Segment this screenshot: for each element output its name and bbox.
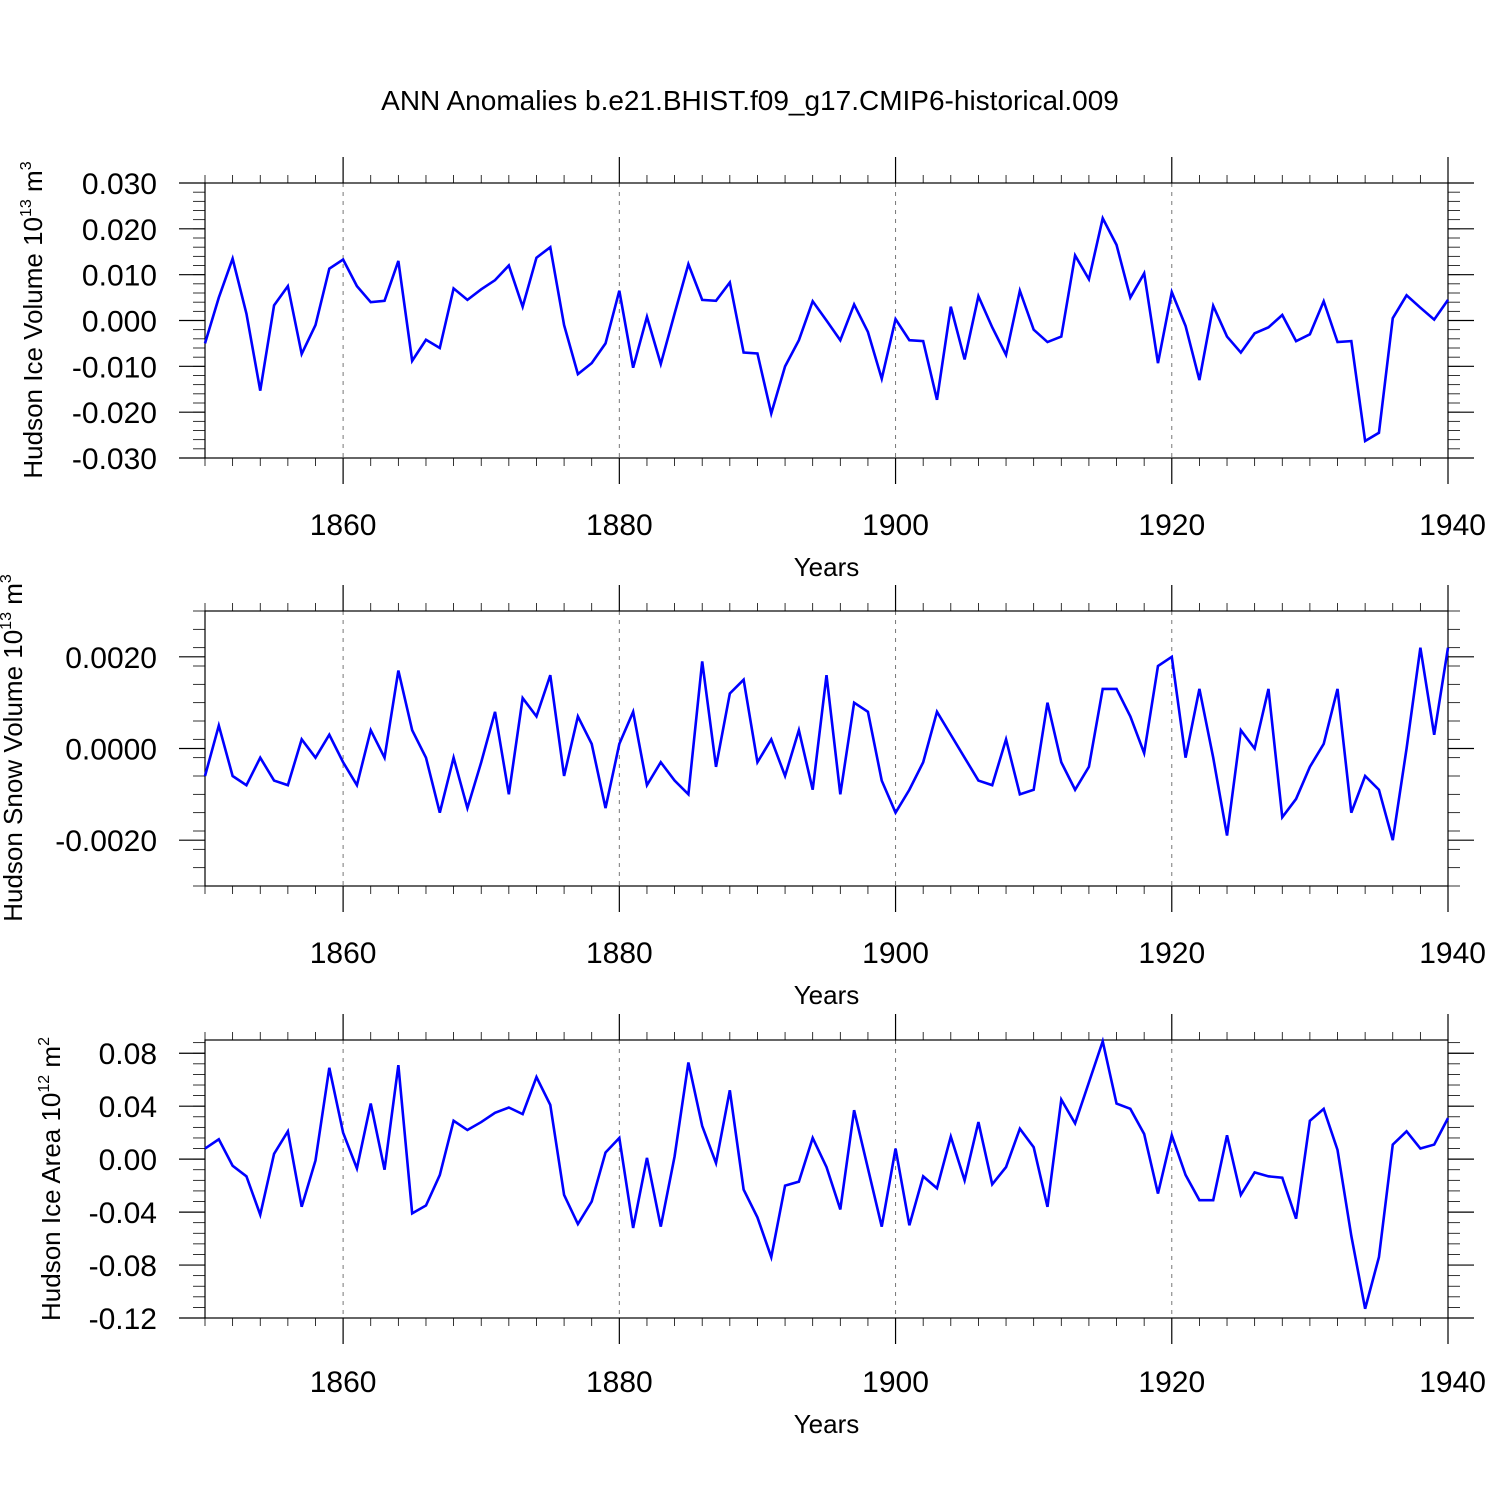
y-tick-label: 0.020 <box>82 214 157 247</box>
y-axis-title: Hudson Snow Volume 1013 m3 <box>0 574 28 922</box>
panel-ice-area: 1860 1880 1900 1920 1940 Years 0.08 0.04 0.00 -0.… <box>36 1014 1486 1439</box>
y-tick-label: 0.00 <box>99 1144 157 1177</box>
y-tick-label: 0.010 <box>82 260 157 293</box>
x-tick-label: 1920 <box>1138 1366 1205 1399</box>
x-tick-label: 1940 <box>1419 937 1486 970</box>
x-axis-title: Years <box>794 1409 860 1439</box>
y-tick-label: -0.0020 <box>55 825 157 858</box>
panel-snow-volume: 1860 1880 1900 1920 1940 Years 0.0020 0.0000 -0.… <box>0 574 1486 1010</box>
y-tick-label: 0.0020 <box>65 642 157 675</box>
y-tick-label: -0.030 <box>72 443 157 476</box>
y-tick-label: -0.12 <box>89 1303 157 1336</box>
y-tick-label: 0.030 <box>82 168 157 201</box>
x-tick-label: 1900 <box>862 937 929 970</box>
series-line-3 <box>204 1036 1450 1310</box>
x-tick-label: 1900 <box>862 509 929 542</box>
x-axis-title: Years <box>794 980 860 1010</box>
x-axis-title: Years <box>794 552 860 582</box>
panel-ice-volume: 1860 1880 1900 1920 1940 Years 0.030 0.020 0.010… <box>18 157 1486 582</box>
x-tick-label: 1920 <box>1138 509 1205 542</box>
x-tick-label: 1900 <box>862 1366 929 1399</box>
y-tick-label: -0.08 <box>89 1250 157 1283</box>
series-line-2 <box>203 647 1450 841</box>
x-tick-label: 1940 <box>1419 509 1486 542</box>
x-tick-label: 1860 <box>310 937 377 970</box>
x-tick-label: 1880 <box>586 1366 653 1399</box>
y-tick-label: -0.020 <box>72 397 157 430</box>
y-tick-label: 0.000 <box>82 306 157 339</box>
series-line-1 <box>203 214 1450 444</box>
x-tick-label: 1940 <box>1419 1366 1486 1399</box>
chart-title: ANN Anomalies b.e21.BHIST.f09_g17.CMIP6-… <box>381 85 1119 116</box>
y-tick-label: 0.0000 <box>65 734 157 767</box>
x-tick-label: 1880 <box>586 937 653 970</box>
y-axis-title: Hudson Ice Area 1012 m2 <box>36 1037 66 1321</box>
y-tick-label: -0.04 <box>89 1197 157 1230</box>
y-tick-label: -0.010 <box>72 351 157 384</box>
y-tick-label: 0.04 <box>99 1091 157 1124</box>
x-tick-label: 1920 <box>1138 937 1205 970</box>
y-axis-title: Hudson Ice Volume 1013 m3 <box>18 161 48 478</box>
plot-frame <box>204 1039 1449 1319</box>
y-tick-label: 0.08 <box>99 1038 157 1071</box>
x-tick-label: 1860 <box>310 509 377 542</box>
x-tick-label: 1880 <box>586 509 653 542</box>
x-tick-label: 1860 <box>310 1366 377 1399</box>
